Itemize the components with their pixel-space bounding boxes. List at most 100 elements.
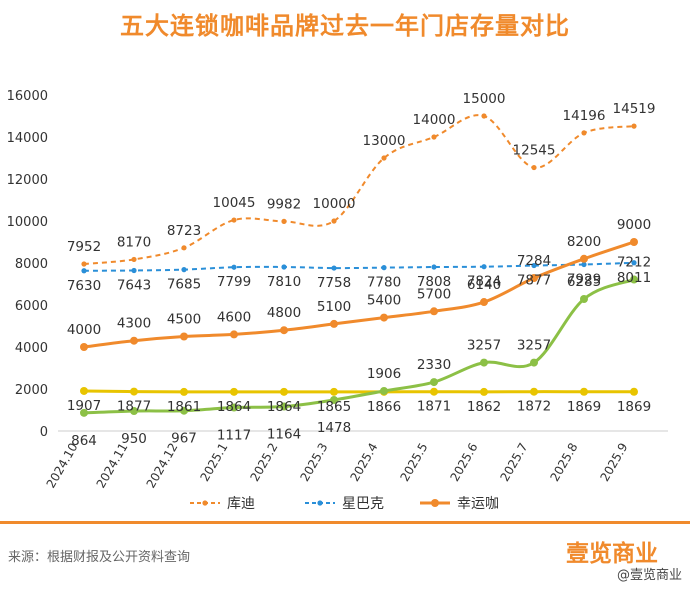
data-label: 6140 (467, 277, 501, 293)
data-point (430, 387, 438, 396)
y-tick-label: 10000 (7, 215, 48, 230)
data-label: 4300 (117, 316, 151, 332)
data-label: 14196 (563, 108, 606, 124)
data-point (230, 403, 238, 412)
data-label: 2330 (417, 357, 451, 373)
data-label: 7810 (267, 274, 301, 290)
x-tick-label: 2025.2 (247, 441, 280, 484)
data-point (330, 395, 338, 404)
data-label: 6285 (567, 274, 601, 290)
data-point (581, 130, 587, 136)
data-point (231, 264, 237, 270)
data-point (131, 256, 137, 263)
x-tick-label: 2025.8 (547, 441, 580, 484)
x-tick-label: 2025.3 (297, 441, 330, 484)
data-label: 1862 (467, 399, 501, 415)
data-label: 7877 (517, 273, 551, 289)
data-point (480, 298, 488, 307)
data-label: 7799 (217, 274, 251, 290)
legend-item[interactable]: 幸运咖 (420, 496, 499, 512)
data-point (80, 343, 88, 351)
data-point (430, 378, 438, 387)
x-tick-label: 2025.5 (397, 441, 430, 484)
data-label: 7685 (167, 277, 201, 293)
data-label: 1117 (217, 428, 251, 444)
data-point (280, 326, 288, 335)
data-label: 8011 (617, 270, 651, 286)
data-point (130, 407, 138, 416)
data-point (230, 387, 238, 396)
legend-swatch-marker (317, 500, 323, 506)
data-point (80, 386, 88, 395)
watermark: @壹览商业 (616, 568, 682, 583)
data-point (331, 265, 337, 271)
data-label: 1907 (67, 398, 101, 414)
legend-item[interactable]: 库迪 (190, 496, 255, 512)
data-label: 1869 (567, 399, 601, 415)
data-point (531, 262, 537, 269)
data-label: 1869 (617, 399, 651, 415)
x-tick-label: 2025.4 (347, 441, 380, 484)
data-point (230, 330, 238, 339)
footer-divider (0, 521, 690, 524)
data-label: 9000 (617, 217, 651, 233)
data-label: 3257 (517, 338, 551, 354)
data-label: 1872 (517, 399, 551, 415)
data-point (181, 267, 187, 273)
data-label: 1871 (417, 399, 451, 415)
legend-label: 库迪 (227, 496, 255, 512)
data-label: 4000 (67, 322, 101, 338)
data-label: 7758 (317, 275, 351, 291)
data-label: 8200 (567, 234, 601, 250)
y-tick-label: 2000 (15, 383, 48, 398)
data-label: 1478 (317, 420, 351, 436)
data-label: 1861 (167, 399, 201, 415)
data-label: 10000 (313, 196, 356, 212)
data-point (580, 387, 588, 396)
data-label: 1866 (367, 399, 401, 415)
data-point (530, 358, 538, 367)
data-point (180, 406, 188, 415)
data-label: 7643 (117, 277, 151, 293)
data-point (80, 408, 88, 417)
data-label: 12545 (513, 143, 556, 159)
data-point (81, 261, 87, 267)
data-label: 4600 (217, 309, 251, 325)
data-label: 864 (71, 433, 97, 449)
data-label: 4500 (167, 312, 201, 328)
data-point (480, 358, 488, 367)
data-label: 10045 (213, 195, 256, 211)
data-point (580, 254, 588, 263)
data-label: 1865 (317, 399, 351, 415)
series-line-1 (83, 261, 635, 272)
data-label: 1864 (267, 399, 301, 415)
data-point (630, 238, 638, 246)
brand-logo: 壹览商业 (566, 541, 658, 567)
data-label: 14519 (613, 101, 656, 117)
legend-item[interactable]: 星巴克 (305, 496, 384, 512)
data-label: 967 (171, 431, 197, 447)
data-label: 7929 (567, 271, 601, 287)
data-point (631, 260, 637, 266)
data-point (280, 387, 288, 396)
data-point (380, 386, 388, 395)
data-point (581, 261, 587, 268)
series-line-3 (83, 389, 635, 394)
data-label: 950 (121, 431, 147, 447)
data-point (431, 264, 437, 270)
data-label: 8170 (117, 234, 151, 250)
data-point (630, 275, 638, 284)
data-point (231, 217, 237, 223)
legend-swatch-marker (202, 500, 208, 506)
data-label: 7824 (467, 274, 501, 290)
data-point (130, 387, 138, 396)
chart-title: 五大连锁咖啡品牌过去一年门店存量对比 (120, 12, 570, 40)
y-tick-label: 14000 (7, 131, 48, 146)
data-label: 4800 (267, 305, 301, 321)
y-tick-label: 4000 (15, 341, 48, 356)
data-point (630, 387, 638, 396)
data-label: 7284 (517, 253, 551, 269)
legend[interactable]: 库迪 星巴克 幸运咖 (190, 496, 499, 512)
data-point (330, 387, 338, 396)
x-tick-label: 2024.11 (94, 441, 131, 491)
